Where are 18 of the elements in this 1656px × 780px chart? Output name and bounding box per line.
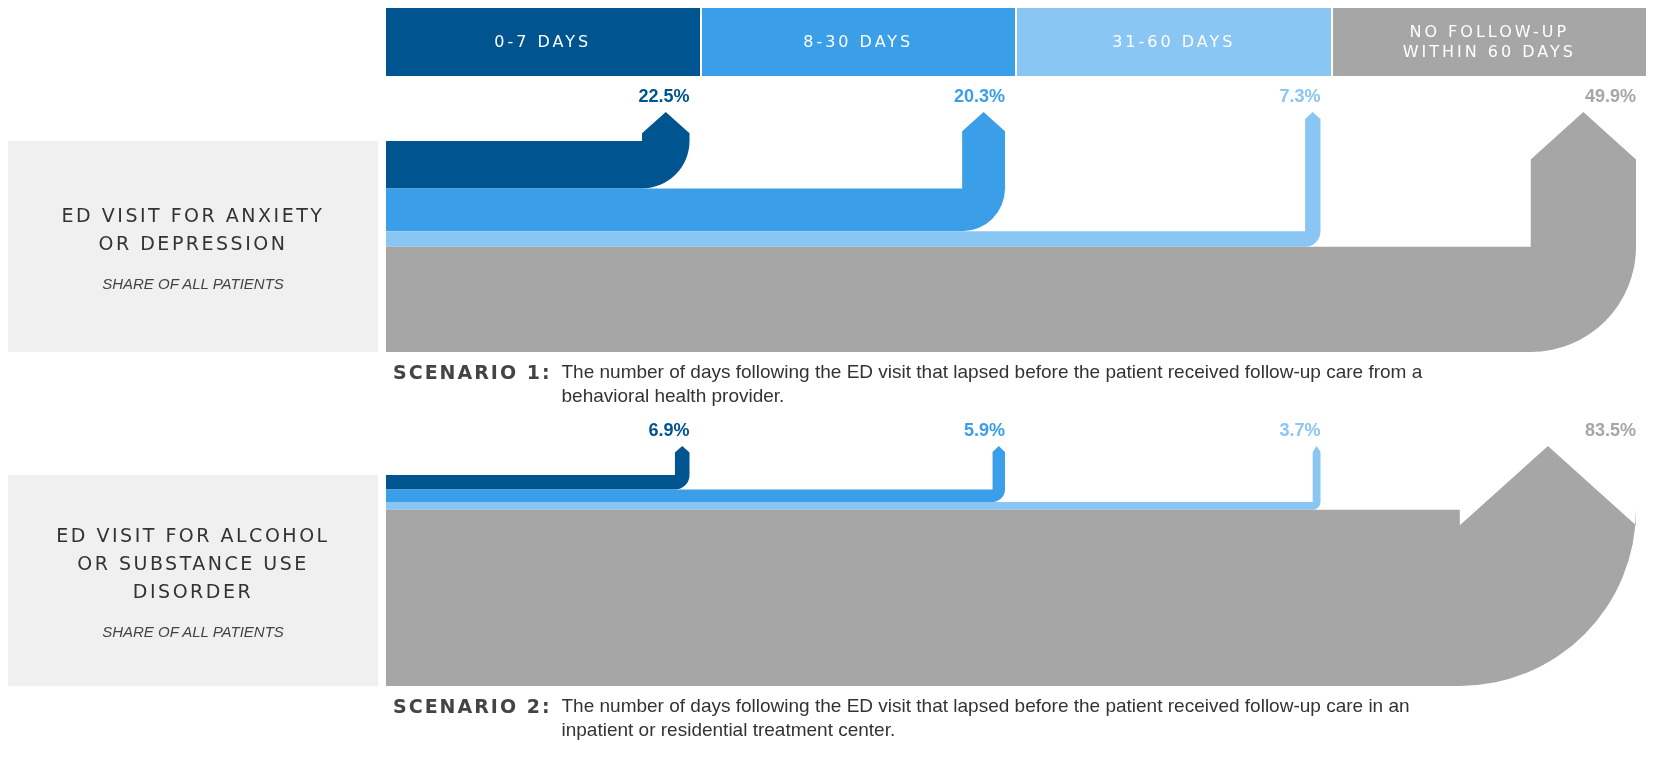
- data-label: 83.5%: [1584, 420, 1636, 440]
- category-label: 8-30 DAYS: [701, 8, 1015, 76]
- text: SCENARIO 2: The number of days following the ED visit that lapsed before the patient received follow-up care in an inpatient or residential treatment center.: [393, 694, 1411, 742]
- category-label: NO FOLLOW-UP WITHIN 60 DAYS: [1332, 8, 1646, 76]
- category-label: 31-60 DAYS: [1017, 8, 1331, 76]
- data-label: 22.5%: [638, 86, 690, 106]
- category-label: 0-7 DAYS: [386, 8, 700, 76]
- text: SCENARIO 1: The number of days following the ED visit that lapsed before the patient received follow-up care from a behavioral health provider.: [393, 360, 1424, 408]
- data-label: 20.3%: [953, 86, 1005, 106]
- data-label: 3.7%: [1279, 420, 1321, 440]
- data-label: 6.9%: [648, 420, 690, 440]
- data-label: 5.9%: [963, 420, 1005, 440]
- text: ED VISIT FOR ALCOHOL OR SUBSTANCE USE DISORDER: [55, 523, 331, 604]
- text: SHARE OF ALL PATIENTS: [102, 623, 284, 640]
- text: SHARE OF ALL PATIENTS: [102, 275, 284, 292]
- text: ED VISIT FOR ANXIETY OR DEPRESSION: [60, 203, 326, 256]
- data-label: 7.3%: [1279, 86, 1321, 106]
- data-label: 49.9%: [1584, 86, 1636, 106]
